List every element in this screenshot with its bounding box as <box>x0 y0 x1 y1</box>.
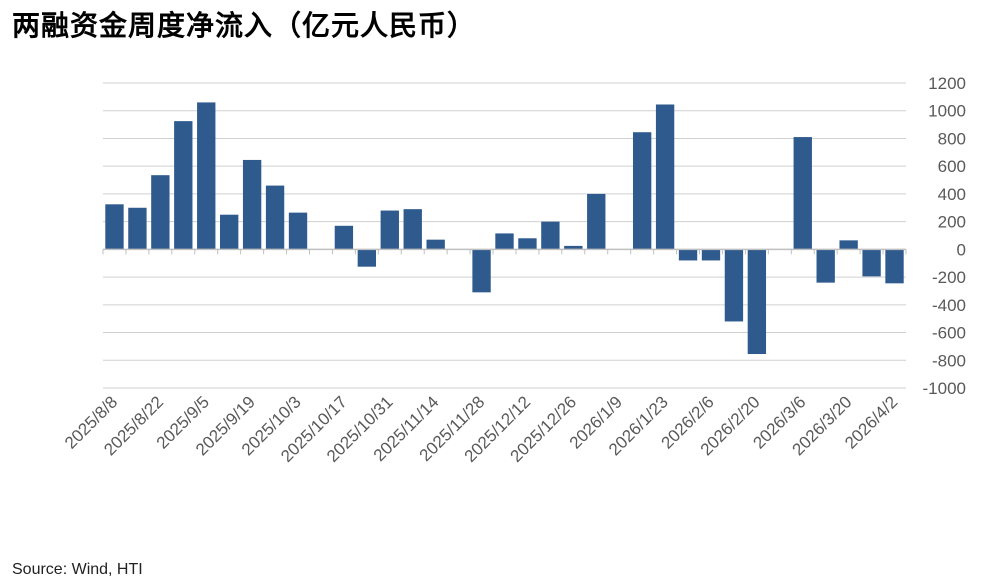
bar <box>564 245 583 250</box>
y-tick-label: -800 <box>932 351 966 370</box>
bar <box>587 193 606 250</box>
bar <box>220 214 239 250</box>
y-tick-label: 1000 <box>928 102 966 121</box>
bar <box>541 221 560 250</box>
axes <box>102 248 907 255</box>
y-tick-label: 0 <box>957 240 966 259</box>
bar <box>426 239 445 250</box>
bar <box>151 175 170 250</box>
bar <box>747 249 767 355</box>
bar <box>862 249 881 277</box>
bar <box>174 121 193 250</box>
bar <box>334 225 354 250</box>
bar <box>495 233 514 250</box>
x-tick-labels: 2025/8/82025/8/222025/9/52025/9/192025/1… <box>61 392 901 466</box>
bar <box>885 249 904 284</box>
bar <box>793 137 812 250</box>
bar <box>632 132 652 250</box>
y-tick-label: 1200 <box>928 74 966 93</box>
y-tick-label: -600 <box>932 324 966 343</box>
bar <box>839 240 858 250</box>
bar <box>357 249 377 267</box>
bar <box>472 249 491 293</box>
y-tick-label: 400 <box>938 185 966 204</box>
bar <box>816 249 835 283</box>
bar <box>265 185 285 250</box>
bar <box>518 238 537 250</box>
y-tick-label: 600 <box>938 157 966 176</box>
bar <box>380 210 399 250</box>
source-note: Source: Wind, HTI <box>12 561 143 578</box>
bar <box>678 249 698 261</box>
bar <box>724 249 744 322</box>
bar <box>403 209 422 250</box>
y-tick-label: -400 <box>932 296 966 315</box>
bar <box>701 249 721 261</box>
bar <box>655 104 675 250</box>
bar <box>197 102 216 250</box>
y-tick-label: 200 <box>938 213 966 232</box>
gridlines <box>103 82 906 389</box>
bar <box>128 207 147 250</box>
y-tick-label: -200 <box>932 268 966 287</box>
bar <box>242 159 262 250</box>
bar <box>288 212 308 250</box>
y-tick-label: 800 <box>938 129 966 148</box>
bars <box>105 102 904 355</box>
y-tick-labels: 1200 1000 800 600 400 200 0 -200 -400 -600 -800 -10… <box>923 74 966 398</box>
chart-title: 两融资金周度净流入（亿元人民币） <box>12 9 477 42</box>
bar <box>105 204 124 250</box>
y-tick-label: -1000 <box>923 379 966 398</box>
